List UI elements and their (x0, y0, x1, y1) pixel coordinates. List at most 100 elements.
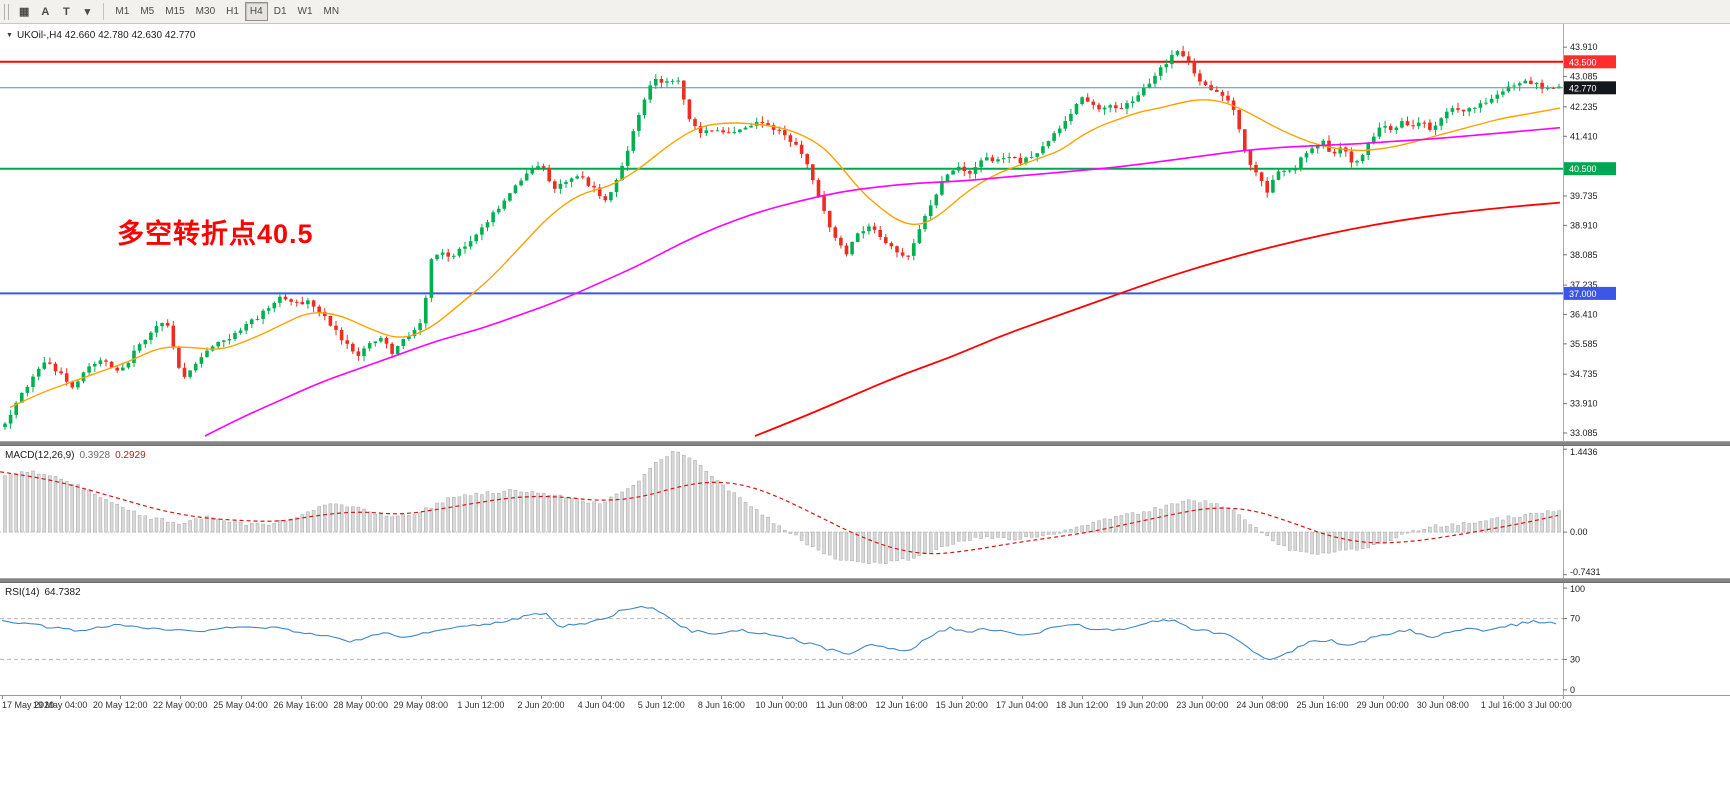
time-tick (721, 696, 723, 699)
time-tick (601, 696, 603, 699)
text-tool-icon[interactable]: T (63, 5, 70, 18)
price-axis-label: 38.910 (1570, 220, 1598, 230)
time-label: 26 May 16:00 (273, 700, 328, 710)
timeframe-w1-button[interactable]: W1 (297, 6, 313, 17)
time-label: 4 Jun 04:00 (577, 700, 625, 710)
time-label: 25 Jun 16:00 (1296, 700, 1349, 710)
macd-indicator-pane[interactable]: 1.4436 0.00 -0.7431 (0, 446, 1730, 578)
rsi-line (1, 605, 1557, 661)
time-tick (1202, 696, 1204, 699)
cursor-a-icon[interactable]: A (41, 5, 50, 18)
svg-text:37.000: 37.000 (1569, 289, 1597, 299)
price-axis-label: 37.235 (1570, 280, 1598, 290)
time-tick (781, 696, 783, 699)
rsi-name: RSI(14) (5, 587, 40, 598)
rsi-value: 64.7382 (44, 587, 81, 598)
time-axis[interactable]: 17 May 2020 19 May 04:00 20 May 12:00 22 Ma… (0, 695, 1730, 712)
timeframe-m15-button[interactable]: M15 (165, 6, 185, 17)
time-label: 1 Jun 12:00 (457, 700, 505, 710)
time-tick (1082, 696, 1084, 699)
price-axis-label: 33.085 (1570, 428, 1598, 438)
chart-grid-icon[interactable]: ▦ (19, 6, 30, 18)
time-label: 11 Jun 08:00 (815, 700, 868, 710)
price-axis-label: 43.085 (1570, 72, 1598, 82)
timeframe-d1-button[interactable]: D1 (273, 6, 287, 17)
rsi-axis-label: 30 (1570, 654, 1580, 664)
time-tick (360, 696, 362, 699)
toolbar-separator (103, 3, 105, 20)
price-chart-pane[interactable]: 43.910 43.085 42.235 41.410 39.735 38.910 38.0… (0, 24, 1730, 441)
rsi-indicator-label: RSI(14) 64.7382 (5, 587, 86, 598)
time-tick (2, 696, 3, 699)
rsi-axis-label: 70 (1570, 614, 1580, 624)
candles-layer (3, 45, 1561, 430)
zoom-dropdown-icon[interactable]: ▾ (84, 6, 91, 18)
time-tick (60, 696, 62, 699)
price-axis-label: 35.585 (1570, 339, 1598, 349)
timeframe-h4-button[interactable]: H4 (244, 2, 268, 21)
timeframe-h1-button[interactable]: H1 (226, 6, 239, 17)
time-label: 25 May 04:00 (213, 700, 268, 710)
time-label: 12 Jun 16:00 (875, 700, 928, 710)
price-axis-label: 41.410 (1570, 131, 1598, 141)
time-tick (1382, 696, 1384, 699)
timeframe-m5-button[interactable]: M5 (140, 6, 155, 17)
chart-ohlc-header[interactable]: ▼ UKOil-,H4 42.660 42.780 42.630 42.770 (6, 30, 195, 41)
time-label: 17 May 2020 (2, 700, 55, 710)
time-label: 23 Jun 00:00 (1176, 700, 1229, 710)
time-tick (120, 696, 122, 699)
rsi-indicator-pane[interactable]: 100 70 30 0 (0, 583, 1730, 695)
price-axis-label: 34.735 (1570, 369, 1598, 379)
time-label: 10 Jun 00:00 (755, 700, 808, 710)
time-tick (961, 696, 963, 699)
time-label: 19 May 04:00 (32, 700, 88, 710)
time-tick (1262, 696, 1264, 699)
time-tick (901, 696, 903, 699)
timeframe-mn-button[interactable]: MN (323, 6, 340, 17)
chart-header-text: UKOil-,H4 42.660 42.780 42.630 42.770 (16, 30, 196, 41)
macd-axis-label: -0.7431 (1570, 567, 1601, 577)
time-label: 20 May 12:00 (92, 700, 148, 710)
time-tick (180, 696, 182, 699)
time-tick (240, 696, 242, 699)
time-label: 22 May 00:00 (153, 700, 208, 710)
price-axis-label: 43.910 (1570, 42, 1598, 52)
macd-axis-label: 1.4436 (1570, 447, 1598, 457)
time-label: 30 Jun 08:00 (1416, 700, 1469, 710)
pane-separator[interactable] (0, 441, 1730, 446)
macd-indicator-label: MACD(12,26,9) 0.3928 0.2929 (5, 450, 151, 461)
macd-name: MACD(12,26,9) (5, 450, 75, 461)
time-tick (480, 696, 482, 699)
time-tick (541, 696, 542, 699)
time-label: 5 Jun 12:00 (637, 700, 685, 710)
price-tag-37.000 (1564, 286, 1616, 300)
price-tag-42.770 (1564, 81, 1616, 95)
time-label: 29 May 08:00 (393, 700, 449, 710)
svg-text:42.770: 42.770 (1569, 83, 1597, 93)
price-tag-43.500 (1564, 55, 1616, 69)
price-axis-label: 39.735 (1570, 191, 1598, 201)
pane-separator[interactable] (0, 578, 1730, 583)
price-axis-label: 36.410 (1570, 309, 1598, 319)
price-axis-label: 38.085 (1570, 250, 1598, 260)
macd-main-value: 0.3928 (79, 450, 111, 461)
macd-signal-value: 0.2929 (115, 450, 146, 461)
time-label: 2 Jun 20:00 (517, 700, 565, 710)
toolbar-grip[interactable] (4, 3, 9, 20)
time-label: 3 Jul 00:00 (1527, 700, 1572, 710)
macd-axis-label: 0.00 (1570, 527, 1588, 537)
time-tick (1563, 696, 1564, 699)
time-tick (300, 696, 302, 699)
time-label: 19 Jun 20:00 (1116, 700, 1169, 710)
time-tick (1322, 696, 1324, 699)
timeframe-m1-button[interactable]: M1 (115, 6, 130, 17)
ma-slow-red-line (754, 201, 1561, 437)
symbol-dropdown-icon[interactable]: ▼ (6, 32, 13, 39)
rsi-axis-label: 0 (1570, 685, 1575, 695)
main-toolbar: ▦ A T ▾ M1 M5 M15 M30 H1 H4 D1 W1 MN (0, 0, 1730, 24)
price-axis-label: 33.910 (1570, 399, 1598, 409)
price-tag-40.500 (1564, 162, 1616, 176)
time-label: 29 Jun 00:00 (1356, 700, 1409, 710)
time-tick (841, 696, 843, 699)
timeframe-m30-button[interactable]: M30 (195, 6, 216, 17)
